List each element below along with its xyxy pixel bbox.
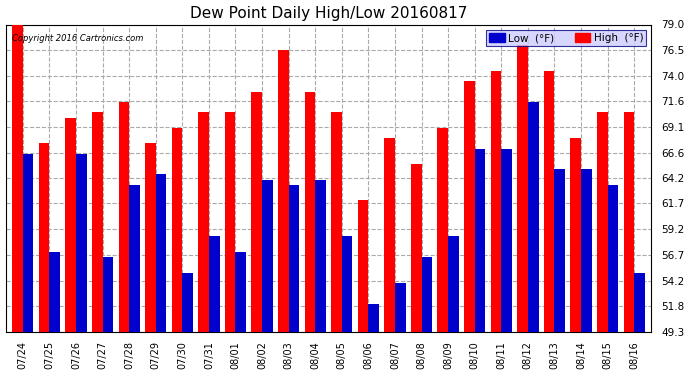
Bar bbox=[39, 143, 50, 332]
Bar bbox=[225, 112, 235, 332]
Bar bbox=[608, 185, 618, 332]
Bar bbox=[448, 237, 459, 332]
Bar bbox=[368, 304, 379, 332]
Bar bbox=[198, 112, 209, 332]
Bar bbox=[464, 81, 475, 332]
Bar bbox=[581, 169, 591, 332]
Bar bbox=[528, 102, 538, 332]
Bar bbox=[357, 200, 368, 332]
Bar bbox=[437, 128, 448, 332]
Bar bbox=[395, 283, 406, 332]
Bar bbox=[209, 237, 219, 332]
Bar bbox=[304, 92, 315, 332]
Bar bbox=[475, 148, 485, 332]
Bar bbox=[422, 257, 432, 332]
Bar bbox=[129, 185, 140, 332]
Title: Dew Point Daily High/Low 20160817: Dew Point Daily High/Low 20160817 bbox=[190, 6, 467, 21]
Bar bbox=[156, 174, 166, 332]
Bar bbox=[103, 257, 113, 332]
Bar bbox=[50, 252, 60, 332]
Bar bbox=[342, 237, 353, 332]
Bar bbox=[182, 273, 193, 332]
Bar bbox=[384, 138, 395, 332]
Bar bbox=[634, 273, 645, 332]
Bar bbox=[172, 128, 182, 332]
Bar bbox=[235, 252, 246, 332]
Bar bbox=[23, 154, 34, 332]
Bar bbox=[315, 180, 326, 332]
Text: Copyright 2016 Cartronics.com: Copyright 2016 Cartronics.com bbox=[12, 34, 144, 43]
Legend: Low  (°F), High  (°F): Low (°F), High (°F) bbox=[486, 30, 647, 46]
Bar bbox=[571, 138, 581, 332]
Bar bbox=[66, 117, 76, 332]
Bar bbox=[92, 112, 103, 332]
Bar bbox=[555, 169, 565, 332]
Bar bbox=[278, 50, 288, 332]
Bar bbox=[518, 45, 528, 332]
Bar bbox=[12, 24, 23, 332]
Bar bbox=[76, 154, 87, 332]
Bar bbox=[597, 112, 608, 332]
Bar bbox=[502, 148, 512, 332]
Bar bbox=[119, 102, 129, 332]
Bar bbox=[145, 143, 156, 332]
Bar bbox=[411, 164, 422, 332]
Bar bbox=[262, 180, 273, 332]
Bar bbox=[544, 71, 555, 332]
Bar bbox=[288, 185, 299, 332]
Bar bbox=[491, 71, 502, 332]
Bar bbox=[624, 112, 634, 332]
Bar bbox=[331, 112, 342, 332]
Bar bbox=[251, 92, 262, 332]
